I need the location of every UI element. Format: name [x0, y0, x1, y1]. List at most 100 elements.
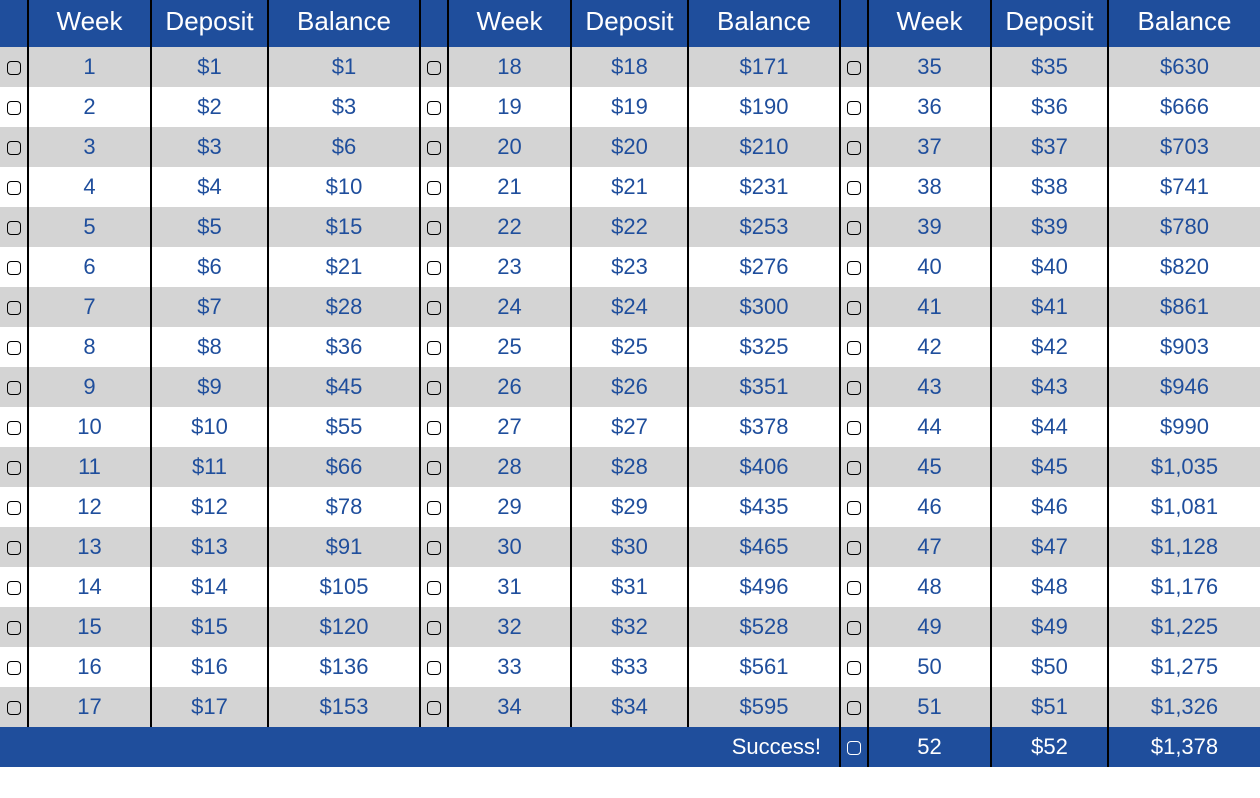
- checkbox-icon[interactable]: [427, 661, 441, 675]
- balance-cell: $210: [688, 127, 840, 167]
- checkbox-icon[interactable]: [7, 701, 21, 715]
- checkbox-icon[interactable]: [847, 461, 861, 475]
- week-cell: 27: [448, 407, 571, 447]
- checkbox-icon[interactable]: [7, 541, 21, 555]
- checkbox-cell: [840, 127, 868, 167]
- week-cell: 45: [868, 447, 991, 487]
- deposit-cell: $3: [151, 127, 268, 167]
- balance-cell: $325: [688, 327, 840, 367]
- balance-cell: $45: [268, 367, 420, 407]
- checkbox-icon[interactable]: [7, 261, 21, 275]
- checkbox-cell: [0, 47, 28, 87]
- checkbox-icon[interactable]: [7, 101, 21, 115]
- checkbox-icon[interactable]: [7, 461, 21, 475]
- balance-cell: $903: [1108, 327, 1260, 367]
- checkbox-icon[interactable]: [847, 301, 861, 315]
- checkbox-icon[interactable]: [7, 301, 21, 315]
- table-row: 12$12$7829$29$43546$46$1,081: [0, 487, 1260, 527]
- week-cell: 28: [448, 447, 571, 487]
- deposit-cell: $36: [991, 87, 1108, 127]
- deposit-cell: $2: [151, 87, 268, 127]
- checkbox-icon[interactable]: [7, 141, 21, 155]
- checkbox-icon[interactable]: [7, 501, 21, 515]
- checkbox-icon[interactable]: [7, 581, 21, 595]
- checkbox-icon[interactable]: [427, 541, 441, 555]
- checkbox-icon[interactable]: [7, 181, 21, 195]
- checkbox-icon[interactable]: [847, 421, 861, 435]
- header-check-3: [840, 0, 868, 47]
- week-cell: 21: [448, 167, 571, 207]
- checkbox-icon[interactable]: [847, 581, 861, 595]
- checkbox-icon[interactable]: [427, 61, 441, 75]
- checkbox-icon[interactable]: [427, 181, 441, 195]
- checkbox-icon[interactable]: [7, 61, 21, 75]
- checkbox-icon[interactable]: [427, 221, 441, 235]
- checkbox-icon[interactable]: [847, 701, 861, 715]
- balance-cell: $990: [1108, 407, 1260, 447]
- deposit-cell: $28: [571, 447, 688, 487]
- checkbox-icon[interactable]: [7, 421, 21, 435]
- checkbox-icon[interactable]: [7, 621, 21, 635]
- checkbox-icon[interactable]: [427, 141, 441, 155]
- checkbox-icon[interactable]: [427, 301, 441, 315]
- week-cell: 41: [868, 287, 991, 327]
- checkbox-cell: [420, 607, 448, 647]
- checkbox-icon[interactable]: [7, 341, 21, 355]
- deposit-cell: $32: [571, 607, 688, 647]
- checkbox-cell: [840, 487, 868, 527]
- checkbox-icon[interactable]: [847, 661, 861, 675]
- checkbox-icon[interactable]: [847, 261, 861, 275]
- checkbox-cell: [0, 207, 28, 247]
- balance-cell: $946: [1108, 367, 1260, 407]
- checkbox-cell: [420, 527, 448, 567]
- checkbox-icon[interactable]: [7, 381, 21, 395]
- checkbox-icon[interactable]: [847, 221, 861, 235]
- week-cell: 15: [28, 607, 151, 647]
- checkbox-icon[interactable]: [427, 461, 441, 475]
- week-cell: 8: [28, 327, 151, 367]
- checkbox-cell: [840, 327, 868, 367]
- balance-cell: $120: [268, 607, 420, 647]
- checkbox-icon[interactable]: [847, 741, 861, 755]
- balance-cell: $1,275: [1108, 647, 1260, 687]
- deposit-cell: $30: [571, 527, 688, 567]
- checkbox-icon[interactable]: [427, 341, 441, 355]
- checkbox-icon[interactable]: [847, 501, 861, 515]
- deposit-cell: $45: [991, 447, 1108, 487]
- checkbox-icon[interactable]: [7, 661, 21, 675]
- checkbox-cell: [420, 207, 448, 247]
- week-cell: 51: [868, 687, 991, 727]
- balance-cell: $21: [268, 247, 420, 287]
- checkbox-icon[interactable]: [847, 101, 861, 115]
- checkbox-icon[interactable]: [427, 261, 441, 275]
- checkbox-icon[interactable]: [847, 621, 861, 635]
- header-week-2: Week: [448, 0, 571, 47]
- table-row: 6$6$2123$23$27640$40$820: [0, 247, 1260, 287]
- balance-cell: $36: [268, 327, 420, 367]
- checkbox-icon[interactable]: [427, 621, 441, 635]
- checkbox-cell: [420, 687, 448, 727]
- checkbox-icon[interactable]: [847, 181, 861, 195]
- checkbox-icon[interactable]: [7, 221, 21, 235]
- checkbox-cell: [840, 167, 868, 207]
- checkbox-cell: [0, 567, 28, 607]
- week-cell: 36: [868, 87, 991, 127]
- checkbox-icon[interactable]: [427, 701, 441, 715]
- checkbox-icon[interactable]: [847, 141, 861, 155]
- checkbox-icon[interactable]: [427, 501, 441, 515]
- checkbox-icon[interactable]: [427, 101, 441, 115]
- deposit-cell: $21: [571, 167, 688, 207]
- checkbox-icon[interactable]: [847, 381, 861, 395]
- checkbox-cell: [0, 87, 28, 127]
- checkbox-icon[interactable]: [427, 581, 441, 595]
- checkbox-icon[interactable]: [847, 341, 861, 355]
- savings-challenge-table: Week Deposit Balance Week Deposit Balanc…: [0, 0, 1260, 767]
- week-cell: 20: [448, 127, 571, 167]
- deposit-cell: $4: [151, 167, 268, 207]
- checkbox-icon[interactable]: [847, 61, 861, 75]
- checkbox-icon[interactable]: [427, 381, 441, 395]
- deposit-cell: $6: [151, 247, 268, 287]
- checkbox-icon[interactable]: [847, 541, 861, 555]
- checkbox-icon[interactable]: [427, 421, 441, 435]
- checkbox-cell: [0, 447, 28, 487]
